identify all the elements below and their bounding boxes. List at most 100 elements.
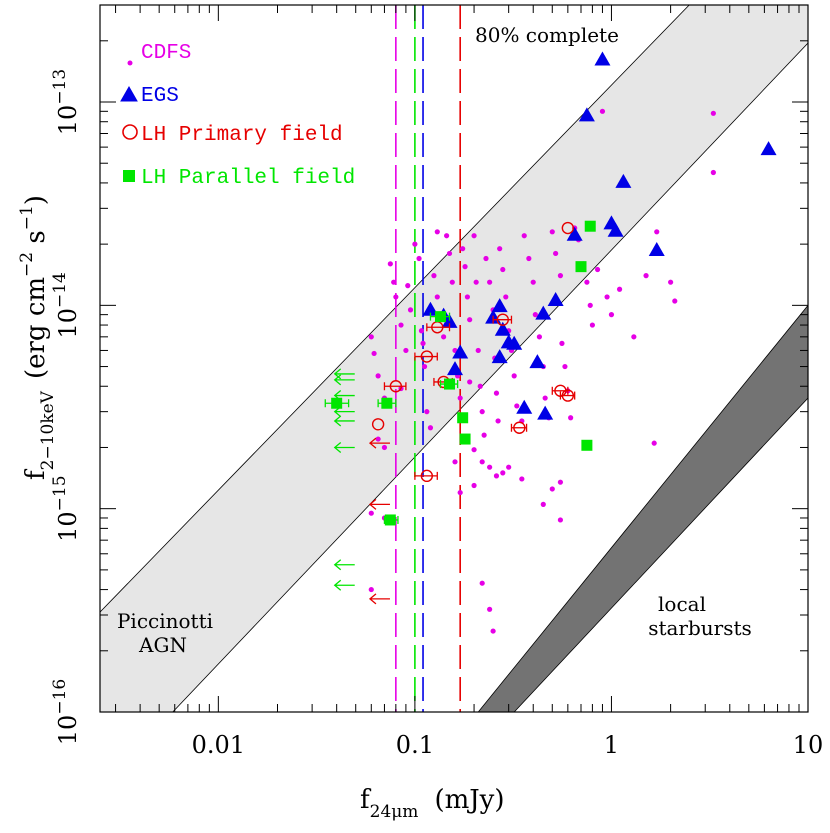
cdfs-point-76 (599, 108, 606, 114)
cdfs-point-48 (503, 294, 509, 300)
egs-point-15 (491, 349, 508, 364)
cdfs-point-94 (557, 479, 564, 485)
y-axis-title-unit-end: ) (21, 195, 51, 205)
cdfs-point-1 (371, 350, 377, 357)
y-tick-label-3: 10−13 (50, 69, 82, 135)
cdfs-point-73 (587, 302, 593, 308)
cdfs-point-7 (398, 322, 404, 328)
cdfs-point-89 (487, 464, 493, 470)
egs-point-4 (566, 226, 583, 241)
cdfs-point-68 (568, 415, 574, 421)
x-tick-label-3: 10 (793, 731, 824, 759)
completeness-label: 80% complete (475, 23, 619, 47)
cdfs-point-4 (387, 261, 393, 267)
agn-band-edge-lower (172, 42, 808, 712)
cdfs-point-47 (500, 266, 506, 273)
cdfs-point-24 (446, 250, 453, 257)
cdfs-point-18 (431, 273, 437, 279)
legend-label-lh-primary: LH Primary field (141, 124, 343, 147)
cdfs-point-14 (420, 340, 426, 346)
lh-parallel-field-point-1 (381, 397, 393, 409)
cdfs-point-30 (462, 264, 468, 270)
lh-parallel-field-point-6 (459, 433, 471, 445)
cdfs-point-90 (493, 473, 500, 479)
cdfs-point-17 (427, 425, 434, 431)
cdfs-point-87 (471, 447, 477, 453)
lh-parallel-field-upper-limit-3 (333, 406, 355, 418)
y-axis-title-unit-mid: s (21, 230, 51, 252)
egs-point-16 (529, 354, 546, 369)
lh-primary-field-point-9 (561, 221, 575, 235)
lh-parallel-field-point-9 (581, 439, 593, 451)
egs-point-1 (578, 107, 595, 122)
cdfs-point-40 (483, 255, 489, 262)
cdfs-point-45 (495, 418, 501, 424)
lh-parallel-field-upper-limit-4 (333, 415, 355, 427)
cdfs-point-6 (393, 294, 399, 300)
cdfs-point-11 (412, 241, 418, 247)
lh-primary-field-point-10 (371, 418, 385, 431)
cdfs-point-39 (481, 432, 487, 438)
cdfs-point-46 (497, 246, 503, 252)
cdfs-point-109 (651, 440, 657, 446)
lh-primary-field-point-6 (513, 421, 526, 434)
cdfs-point-28 (457, 395, 463, 401)
lh-primary-field-point-5 (496, 313, 509, 326)
starburst-band-edge-upper (477, 305, 808, 712)
y-axis-title: f2−10keV (erg cm−2 s−1) (17, 195, 58, 480)
cdfs-point-72 (584, 279, 590, 285)
cdfs-point-20 (434, 229, 440, 235)
lh-primary-field-upper-limit-1 (368, 498, 390, 510)
egs-point-21 (441, 313, 458, 328)
cdfs-point-75 (594, 266, 601, 273)
cdfs-point-64 (557, 273, 564, 279)
axis-ticks (100, 4, 809, 713)
cdfs-point-66 (562, 363, 568, 370)
cdfs-point-84 (672, 298, 678, 304)
cdfs-point-57 (532, 312, 538, 318)
cdfs-point-13 (418, 328, 425, 334)
x-axis-title: f24μm (mJy) (360, 785, 505, 822)
legend-marker-cdfs (127, 60, 133, 66)
lh-parallel-field-point-2 (384, 514, 396, 526)
cdfs-point-9 (405, 283, 411, 289)
cdfs-point-107 (368, 586, 374, 593)
cdfs-point-19 (434, 294, 440, 300)
cdfs-point-15 (421, 363, 428, 370)
cdfs-point-74 (589, 322, 595, 328)
egs-point-8 (547, 292, 564, 307)
cdfs-point-95 (557, 517, 564, 523)
y-axis-title-unit: (erg cm (21, 277, 51, 379)
lh-primary-field-upper-limit-0 (368, 437, 390, 449)
cdfs-point-60 (542, 395, 548, 401)
y-axis-title-sub: 2−10keV (38, 390, 58, 470)
cdfs-point-86 (710, 169, 716, 176)
y-tick-exp: −14 (50, 272, 70, 308)
cdfs-point-63 (553, 250, 559, 257)
cdfs-point-93 (519, 476, 525, 482)
cdfs-point-38 (479, 409, 485, 415)
cdfs-point-51 (511, 373, 517, 379)
cdfs-point-91 (500, 470, 506, 476)
cdfs-point-82 (654, 229, 660, 235)
legend-marker-lh-parallel (123, 170, 135, 182)
cdfs-point-78 (608, 312, 615, 318)
agn-label-line1: Piccinotti (117, 609, 213, 633)
cdfs-point-62 (549, 229, 555, 235)
egs-point-23 (537, 405, 554, 420)
egs-point-6 (607, 222, 624, 237)
lh-primary-field-point-0 (389, 380, 403, 393)
agn-band (100, 5, 808, 712)
cdfs-point-8 (403, 347, 409, 354)
cdfs-point-101 (457, 489, 463, 496)
cdfs-point-97 (479, 580, 485, 586)
y-axis-title-exp2: −1 (17, 205, 37, 230)
egs-point-0 (594, 51, 611, 66)
lh-parallel-field-point-5 (457, 412, 469, 424)
cdfs-point-31 (464, 294, 471, 300)
y-tick-base: 10 (54, 511, 82, 542)
egs-point-10 (491, 298, 508, 313)
bands-layer (100, 5, 808, 712)
